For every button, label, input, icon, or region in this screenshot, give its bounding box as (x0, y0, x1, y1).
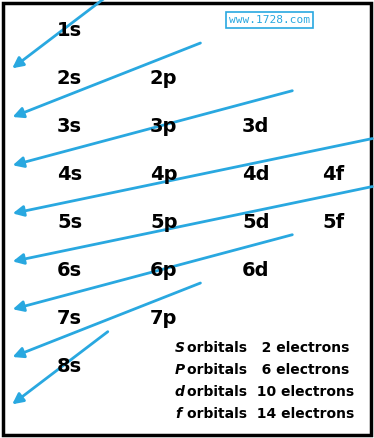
Text: 2s: 2s (57, 68, 82, 88)
Text: 7p: 7p (150, 308, 177, 328)
Text: 5f: 5f (322, 212, 344, 232)
Text: 1s: 1s (57, 21, 82, 39)
Text: 6s: 6s (57, 261, 82, 279)
Text: 3p: 3p (150, 117, 177, 135)
Text: 6p: 6p (150, 261, 178, 279)
Text: f: f (175, 407, 181, 421)
Text: 3s: 3s (57, 117, 82, 135)
Text: 4d: 4d (242, 165, 270, 184)
Text: 3d: 3d (242, 117, 269, 135)
Text: orbitals   6 electrons: orbitals 6 electrons (187, 363, 349, 377)
Text: d: d (175, 385, 185, 399)
Text: 2p: 2p (150, 68, 178, 88)
Text: orbitals  10 electrons: orbitals 10 electrons (187, 385, 354, 399)
Text: 4p: 4p (150, 165, 178, 184)
Text: 7s: 7s (57, 308, 82, 328)
Text: 6d: 6d (242, 261, 270, 279)
Text: www.1728.com: www.1728.com (229, 15, 310, 25)
Text: 4s: 4s (57, 165, 82, 184)
Text: 5p: 5p (150, 212, 178, 232)
Text: P: P (175, 363, 185, 377)
Text: 5d: 5d (242, 212, 270, 232)
Text: orbitals  14 electrons: orbitals 14 electrons (187, 407, 354, 421)
Text: 5s: 5s (57, 212, 82, 232)
Text: orbitals   2 electrons: orbitals 2 electrons (187, 341, 349, 355)
Text: 4f: 4f (322, 165, 344, 184)
Text: S: S (175, 341, 185, 355)
Text: 8s: 8s (57, 357, 82, 375)
